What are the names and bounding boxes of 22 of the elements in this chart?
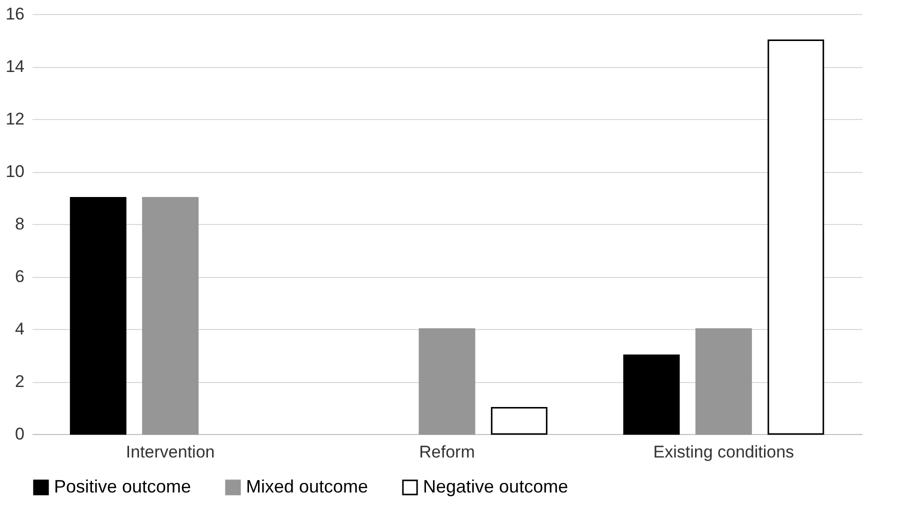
y-tick-label: 6 [15, 267, 24, 286]
y-tick-label: 2 [15, 372, 24, 391]
bar [418, 328, 476, 435]
bar [490, 407, 548, 435]
bar [695, 328, 752, 435]
legend-label: Positive outcome [54, 476, 192, 496]
x-tick-label: Reform [419, 442, 475, 462]
y-tick-label: 12 [6, 110, 24, 128]
bar [70, 197, 126, 435]
y-tick-label: 14 [6, 57, 24, 76]
y-tick-label: 4 [15, 320, 24, 338]
legend-label: Negative outcome [423, 476, 568, 496]
x-tick-label: Intervention [126, 442, 215, 462]
y-tick-label: 16 [6, 4, 24, 24]
y-tick-label: 8 [15, 214, 24, 234]
y-tick-label: 10 [6, 162, 24, 181]
y-tick-label: 0 [15, 424, 24, 444]
legend-label: Mixed outcome [246, 476, 368, 496]
bar [768, 40, 824, 435]
bar [142, 197, 199, 435]
x-tick-label: Existing conditions [653, 442, 794, 462]
bar [623, 354, 680, 435]
